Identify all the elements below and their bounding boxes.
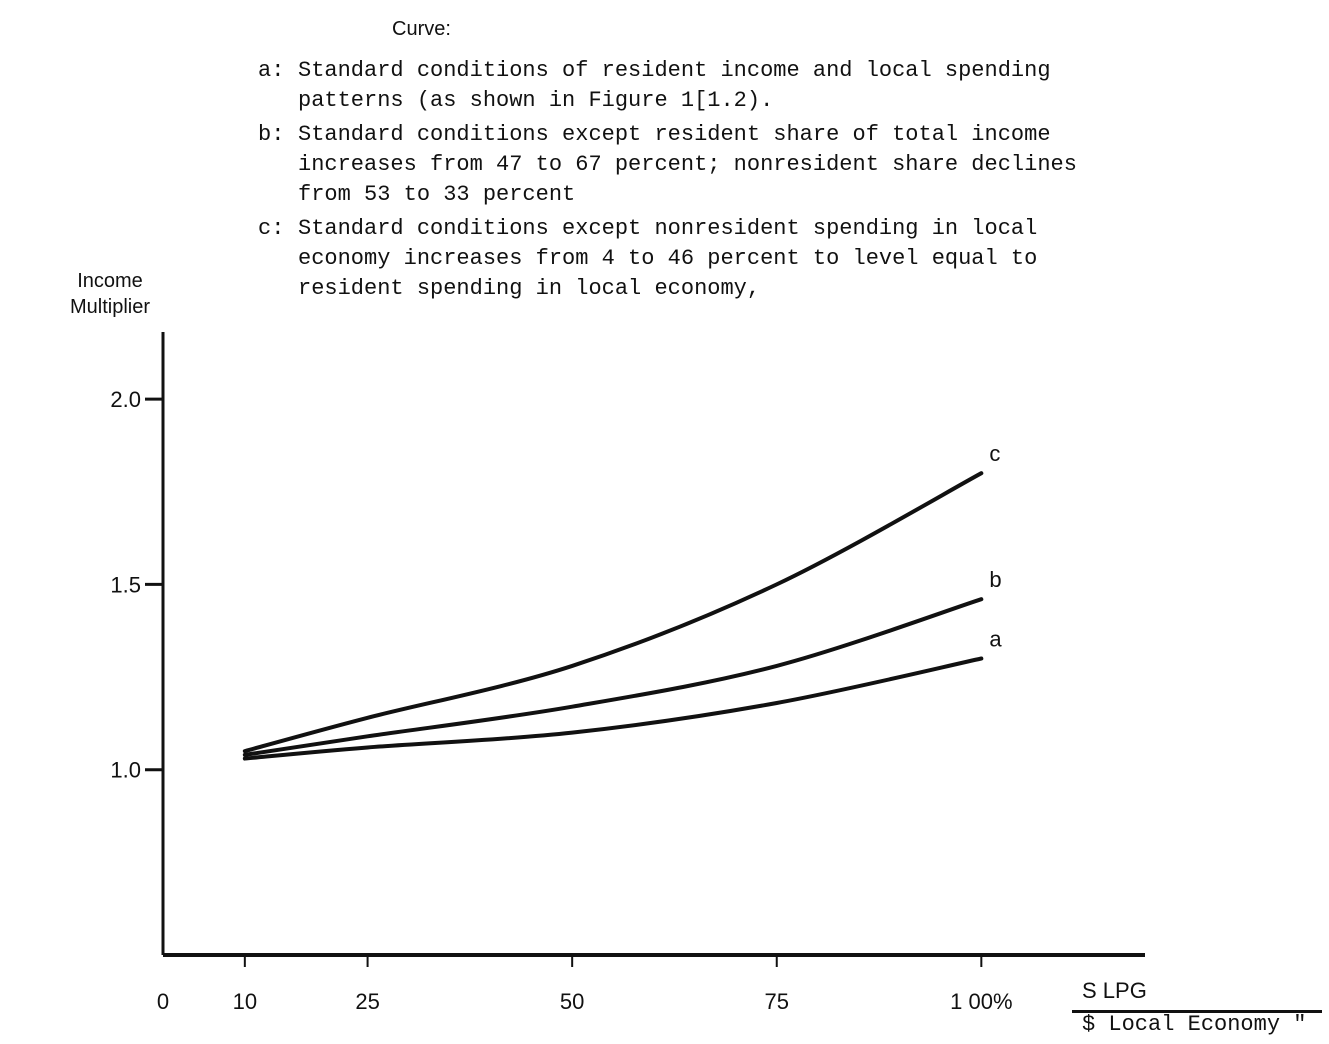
y-tick-label-1.0: 1.0 xyxy=(110,758,141,783)
y-axis-label-line1: Income xyxy=(77,270,143,292)
legend-text-b: Standard conditions except resident shar… xyxy=(298,122,1077,207)
curve-label-b: b xyxy=(989,567,1001,592)
legend-item-b: b: Standard conditions except resident s… xyxy=(258,120,1078,210)
x-axis-unit: S LPG xyxy=(1082,978,1147,1003)
curve-a xyxy=(242,656,984,761)
legend-text-c: Standard conditions except nonresident s… xyxy=(298,216,1038,301)
legend-item-a: a: Standard conditions of resident incom… xyxy=(258,56,1078,116)
x-axis-unit-rule xyxy=(1072,1010,1322,1013)
curve-c xyxy=(242,471,984,754)
legend-item-c: c: Standard conditions except nonresiden… xyxy=(258,214,1078,304)
x-axis-caption: $ Local Economy " xyxy=(1082,1012,1307,1037)
y-axis-label-line2: Multiplier xyxy=(69,296,151,318)
legend-key-c: c: xyxy=(258,216,285,241)
legend-key-b: b: xyxy=(258,122,285,147)
y-tick-label-2.0: 2.0 xyxy=(110,387,141,412)
legend-title: Curve: xyxy=(392,18,451,40)
x-tick-label-100: 1 00% xyxy=(950,989,1012,1014)
x-tick-label-50: 50 xyxy=(560,989,584,1014)
curve-b xyxy=(242,597,984,757)
curve-label-a: a xyxy=(989,627,1002,652)
x-tick-label-75: 75 xyxy=(765,989,789,1014)
x-tick-label-0: 0 xyxy=(157,989,169,1014)
legend: Curve: a: Standard conditions of residen… xyxy=(258,14,1078,308)
x-tick-label-25: 25 xyxy=(355,989,379,1014)
y-tick-label-1.5: 1.5 xyxy=(110,572,141,597)
x-tick-label-10: 10 xyxy=(233,989,257,1014)
legend-text-a: Standard conditions of resident income a… xyxy=(298,58,1051,113)
curve-label-c: c xyxy=(989,441,1000,466)
legend-key-a: a: xyxy=(258,58,285,83)
y-axis-label: Income Multiplier xyxy=(60,268,160,320)
